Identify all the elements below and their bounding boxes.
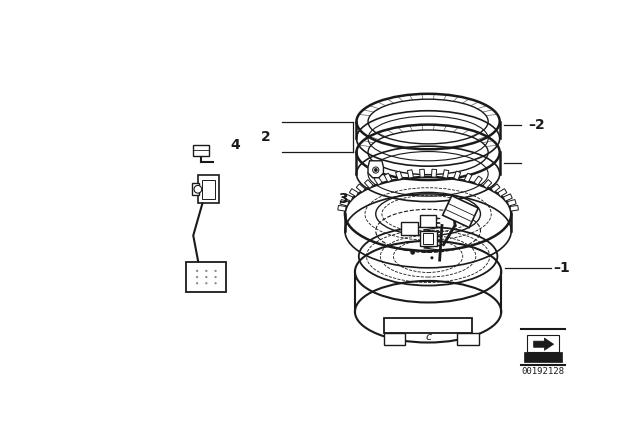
Bar (457, 333, 479, 345)
Polygon shape (504, 194, 512, 201)
Polygon shape (534, 338, 554, 350)
Circle shape (374, 168, 378, 172)
Polygon shape (374, 176, 382, 185)
Bar (384, 318, 472, 333)
Polygon shape (483, 180, 492, 189)
Polygon shape (443, 196, 478, 228)
Polygon shape (431, 169, 436, 177)
Bar (192, 183, 200, 195)
Polygon shape (454, 171, 461, 180)
Polygon shape (338, 206, 346, 211)
Polygon shape (368, 161, 383, 178)
Text: –1: –1 (553, 261, 570, 275)
Circle shape (214, 276, 217, 278)
Polygon shape (408, 170, 413, 178)
Bar (524, 352, 562, 362)
Text: 3: 3 (339, 192, 348, 206)
Polygon shape (396, 171, 403, 180)
Text: c: c (425, 332, 431, 342)
Text: 4: 4 (231, 138, 241, 151)
Bar (198, 176, 220, 203)
Polygon shape (420, 169, 425, 177)
Circle shape (205, 276, 207, 278)
Polygon shape (356, 184, 365, 192)
Bar (401, 222, 418, 235)
Polygon shape (464, 173, 472, 182)
Text: –2: –2 (528, 118, 545, 132)
Polygon shape (443, 170, 449, 178)
Circle shape (205, 282, 207, 284)
Text: 2: 2 (260, 130, 270, 144)
Bar (422, 233, 433, 244)
Circle shape (410, 250, 415, 255)
Polygon shape (344, 194, 353, 201)
Circle shape (214, 270, 217, 272)
Circle shape (196, 282, 198, 284)
Circle shape (196, 276, 198, 278)
Polygon shape (508, 199, 516, 206)
Polygon shape (498, 189, 507, 197)
Bar (420, 231, 436, 246)
Bar (527, 336, 559, 352)
Bar (193, 145, 209, 156)
Circle shape (196, 270, 198, 272)
Bar (420, 215, 436, 227)
Polygon shape (385, 173, 392, 182)
Circle shape (205, 270, 207, 272)
Polygon shape (510, 206, 518, 211)
Text: 00192128: 00192128 (522, 366, 564, 375)
Circle shape (214, 282, 217, 284)
Bar (202, 180, 215, 198)
Polygon shape (491, 184, 500, 192)
Circle shape (194, 185, 202, 193)
Circle shape (431, 256, 433, 259)
Polygon shape (340, 199, 349, 206)
Polygon shape (474, 176, 483, 185)
Bar (186, 263, 227, 292)
Polygon shape (365, 180, 373, 189)
Polygon shape (349, 189, 358, 197)
Bar (384, 333, 405, 345)
